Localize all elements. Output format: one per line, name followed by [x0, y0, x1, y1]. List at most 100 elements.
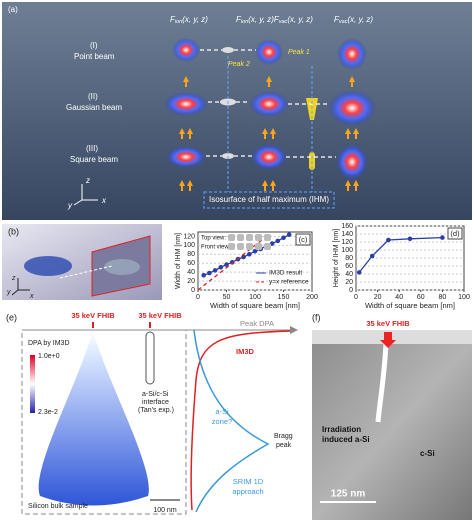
data-point	[212, 268, 218, 273]
y-tick-label: 120	[183, 233, 195, 240]
row-number: (III)	[86, 144, 98, 153]
inset-image	[246, 243, 253, 250]
annotation: c-Si	[420, 449, 435, 458]
colorbar-label: 1.0e+0	[38, 353, 60, 360]
axis-label: y	[67, 201, 73, 210]
x-tick-label: 100	[458, 294, 470, 301]
colorbar-label: 2.3e-2	[38, 409, 58, 416]
annotation: interface	[142, 399, 169, 406]
annotation: peak	[276, 442, 292, 449]
y-tick-label: 40	[187, 269, 195, 276]
y-tick-label: 60	[345, 263, 353, 270]
annotation: Irradiation	[322, 425, 361, 434]
data-point	[224, 262, 229, 267]
data-point	[201, 272, 206, 278]
x-tick-label: 200	[306, 294, 318, 301]
x-tick-label: 0	[354, 294, 358, 301]
panel-label-box	[447, 227, 463, 240]
data-point	[281, 235, 286, 241]
panel-label: (f)	[312, 312, 321, 322]
inset-image	[264, 243, 271, 250]
panel-label: (d)	[450, 229, 460, 238]
annotation: induced a-Si	[322, 435, 370, 444]
x-tick-label: 100	[249, 294, 261, 301]
x-tick-label: 80	[439, 294, 447, 301]
x-tick-label: 0	[196, 294, 200, 301]
data-point	[207, 270, 212, 276]
y-tick-label: 40	[345, 271, 353, 278]
x-tick-label: 50	[223, 294, 231, 301]
series-label: SRIM 1D	[233, 477, 264, 486]
y-tick-label: 140	[341, 231, 353, 238]
inset-image	[228, 243, 235, 250]
annotation: Silicon bulk sample	[28, 503, 88, 510]
series-label: IM3D	[236, 347, 255, 356]
inset-image	[264, 234, 271, 241]
panel-e: (e) DPA by IM3D 1.0e+0 2.3e-2 35 keV FHI…	[6, 311, 298, 515]
dpa-cone	[38, 330, 149, 506]
y-axis-label: Height of IHM [nm]	[333, 229, 340, 287]
chart: 0 20 40 60 80 100 120 0 50 100 150 200 Width of squa…	[175, 231, 318, 310]
axis-label: x	[101, 196, 107, 205]
row-name: Square beam	[70, 155, 118, 164]
annotation: Peak 1	[288, 49, 310, 56]
beam-profiles	[164, 38, 376, 192]
annotation: Peak 2	[228, 61, 250, 68]
axis-label: x	[29, 293, 34, 300]
data-point	[218, 264, 224, 270]
beam-label: 35 keV FHIB	[366, 319, 410, 328]
panel-background	[2, 2, 472, 220]
data-point	[247, 252, 252, 257]
annotation: (Tan's exp.)	[138, 407, 174, 414]
x-tick-label: 40	[395, 294, 403, 301]
x-tick-label: 20	[374, 294, 382, 301]
y-tick-label: 80	[187, 251, 195, 258]
data-point	[356, 270, 362, 275]
annotation: Isosurface of half maximum (IHM)	[209, 195, 329, 204]
y-tick-label: 120	[341, 239, 353, 246]
inset-image	[246, 234, 253, 241]
row-number: (I)	[90, 41, 98, 50]
x-tick-label: 60	[417, 294, 425, 301]
data-point	[252, 248, 258, 254]
data-point	[275, 238, 281, 244]
plot-area	[197, 231, 313, 291]
beam-label: 35 keV FHIB	[71, 311, 115, 320]
inset-image	[237, 243, 244, 250]
inset-label: Front view:	[201, 245, 231, 251]
data-point	[440, 235, 445, 240]
row-name: Point beam	[74, 52, 115, 61]
legend-label: y=x reference	[269, 279, 309, 286]
series-label: approach	[232, 487, 263, 496]
y-axis-label: Width of IHM [nm]	[175, 233, 182, 289]
y-tick-label: 0	[191, 287, 195, 294]
panel-label-box	[295, 233, 311, 246]
inset-image	[228, 234, 235, 241]
y-tick-label: 100	[341, 247, 353, 254]
inset-label: Top view:	[201, 236, 226, 242]
column-header: Fion(x, y, z)Fvac(x, y, z)	[236, 15, 313, 25]
column-header: Fion(x, y, z)	[170, 15, 208, 25]
panel-a: (a) Fion(x, y, z) Fion(x, y, z)Fvac(x, y…	[2, 2, 472, 220]
axis-label: y	[6, 289, 11, 296]
axis-label: z	[85, 176, 90, 185]
x-axis-label: Width of square beam [nm]	[210, 301, 300, 310]
inset-image	[255, 243, 262, 250]
row-name: Gaussian beam	[66, 103, 122, 112]
annotation: a-Si/c-Si	[142, 391, 169, 398]
y-tick-label: 60	[187, 260, 195, 267]
panel-label: (e)	[6, 312, 17, 322]
panel-label: (b)	[8, 226, 19, 236]
annotation: a-Si	[215, 407, 229, 416]
annotation: Peak DPA	[240, 319, 274, 328]
y-tick-label: 80	[345, 255, 353, 262]
scale-bar-label: 125 nm	[331, 489, 366, 500]
data-point	[386, 237, 391, 243]
annotation: Bragg	[274, 433, 293, 440]
beam-label: 35 keV FHIB	[138, 311, 182, 320]
data-point	[241, 254, 246, 260]
panel-label: (a)	[8, 5, 18, 14]
